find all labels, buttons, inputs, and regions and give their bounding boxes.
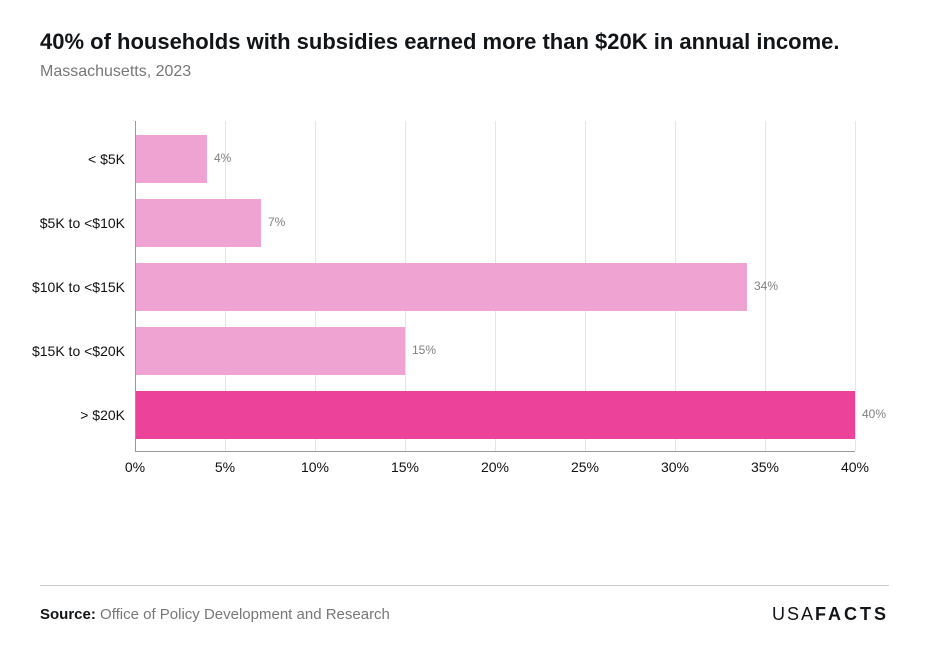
x-tick-label: 40% bbox=[841, 459, 869, 475]
x-tick-label: 35% bbox=[751, 459, 779, 475]
bar bbox=[135, 391, 855, 439]
bar-value-label: 15% bbox=[412, 343, 436, 357]
source-line: Source: Office of Policy Development and… bbox=[40, 606, 390, 623]
bar bbox=[135, 135, 207, 183]
x-tick-label: 20% bbox=[481, 459, 509, 475]
logo-bold: FACTS bbox=[815, 604, 889, 624]
footer: Source: Office of Policy Development and… bbox=[40, 585, 889, 625]
logo-thin: USA bbox=[772, 604, 815, 624]
y-axis bbox=[135, 121, 136, 451]
bar-value-label: 40% bbox=[862, 407, 886, 421]
x-axis bbox=[135, 451, 855, 452]
y-category-label: > $20K bbox=[5, 407, 125, 423]
bar-value-label: 34% bbox=[754, 279, 778, 293]
bar bbox=[135, 327, 405, 375]
x-tick-label: 5% bbox=[215, 459, 235, 475]
x-tick-label: 0% bbox=[125, 459, 145, 475]
chart-area: 0%5%10%15%20%25%30%35%40%< $5K4%$5K to <… bbox=[135, 121, 855, 481]
bar-value-label: 7% bbox=[268, 215, 285, 229]
y-category-label: $15K to <$20K bbox=[5, 343, 125, 359]
x-tick-label: 25% bbox=[571, 459, 599, 475]
source-text[interactable]: Office of Policy Development and Researc… bbox=[100, 606, 390, 623]
x-tick-label: 10% bbox=[301, 459, 329, 475]
bar bbox=[135, 263, 747, 311]
plot-region: 0%5%10%15%20%25%30%35%40%< $5K4%$5K to <… bbox=[135, 121, 855, 451]
chart-title: 40% of households with subsidies earned … bbox=[40, 28, 889, 57]
grid-line bbox=[855, 121, 856, 451]
bar bbox=[135, 199, 261, 247]
bar-value-label: 4% bbox=[214, 151, 231, 165]
y-category-label: $5K to <$10K bbox=[5, 215, 125, 231]
chart-subtitle: Massachusetts, 2023 bbox=[40, 63, 889, 81]
y-category-label: $10K to <$15K bbox=[5, 279, 125, 295]
source-label: Source: bbox=[40, 606, 96, 623]
y-category-label: < $5K bbox=[5, 151, 125, 167]
x-tick-label: 30% bbox=[661, 459, 689, 475]
usafacts-logo: USAFACTS bbox=[772, 604, 889, 625]
x-tick-label: 15% bbox=[391, 459, 419, 475]
